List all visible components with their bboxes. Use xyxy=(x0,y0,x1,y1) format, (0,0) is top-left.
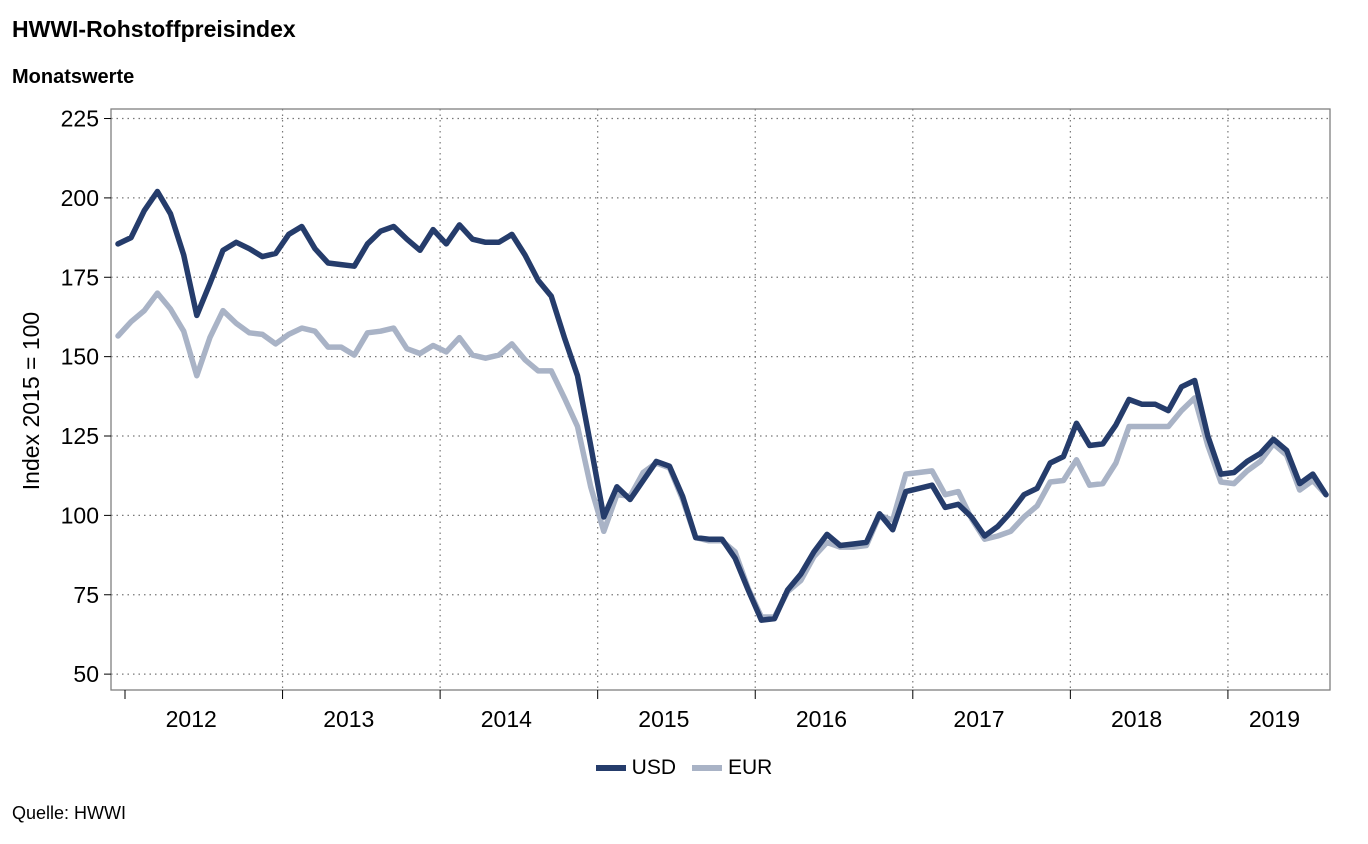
legend-swatch-usd xyxy=(595,765,626,771)
y-tick-label: 100 xyxy=(61,502,99,528)
legend-label-usd: USD xyxy=(631,756,676,779)
legend-label-eur: EUR xyxy=(728,756,773,779)
y-tick-label: 175 xyxy=(61,264,99,290)
chart-subtitle: Monatswerte xyxy=(12,66,135,88)
series-lines xyxy=(115,188,1329,623)
y-tick-label: 125 xyxy=(61,423,99,449)
legend-swatch-eur xyxy=(692,765,722,771)
y-axis-label: Index 2015 = 100 xyxy=(18,312,44,490)
series-line-eur xyxy=(115,290,1329,620)
x-tick-label: 2014 xyxy=(481,706,532,732)
x-axis: 2012 2013 2014 2015 2016 2017 2018 2019 xyxy=(124,690,1300,732)
y-tick-label: 200 xyxy=(61,185,99,211)
x-tick-label: 2013 xyxy=(323,706,374,732)
legend-item-usd: USD xyxy=(595,756,676,780)
y-tick-label: 150 xyxy=(61,344,99,370)
y-tick-label: 75 xyxy=(73,582,99,608)
y-axis: 50 75 100 125 150 175 200 225 xyxy=(61,106,111,687)
chart-title: HWWI-Rohstoffpreisindex xyxy=(12,16,296,42)
x-tick-label: 2015 xyxy=(638,706,689,732)
x-tick-label: 2018 xyxy=(1111,706,1162,732)
source-note: Quelle: HWWI xyxy=(12,803,127,823)
x-tick-label: 2012 xyxy=(166,706,217,732)
gridlines xyxy=(111,109,1330,690)
legend: USD EUR xyxy=(0,756,1368,780)
y-tick-label: 225 xyxy=(61,106,99,132)
series-line-usd xyxy=(115,188,1329,623)
y-tick-label: 50 xyxy=(73,661,99,687)
plot-frame xyxy=(110,108,1331,691)
legend-item-eur: EUR xyxy=(692,756,772,780)
x-tick-label: 2016 xyxy=(796,706,847,732)
x-tick-label: 2017 xyxy=(953,706,1004,732)
x-tick-label: 2019 xyxy=(1249,706,1300,732)
